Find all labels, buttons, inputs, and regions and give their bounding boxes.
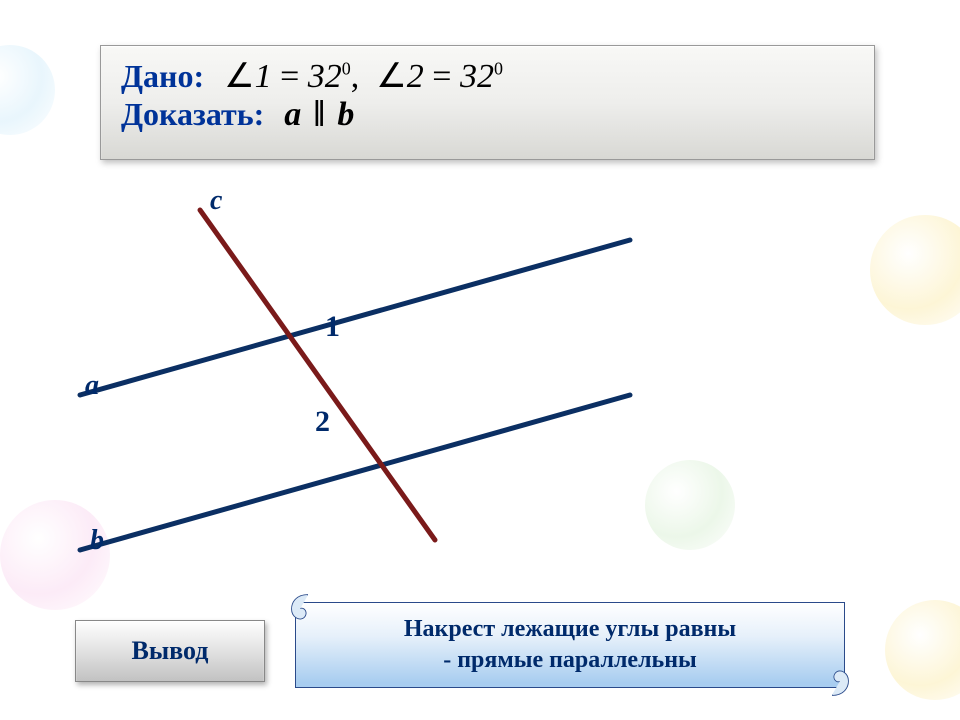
conclusion-line1: Накрест лежащие углы равны: [404, 614, 736, 645]
given-box: Дано: ∠1 = 320, ∠2 = 320 Доказать: a ǁ b: [100, 45, 875, 160]
label-b: b: [90, 525, 104, 557]
prove-row: Доказать: a ǁ b: [121, 96, 854, 134]
conclusion-button-label: Вывод: [132, 636, 209, 666]
label-a: а: [85, 370, 99, 402]
line-b: [80, 395, 630, 550]
label-c: с: [210, 185, 222, 217]
diagram: а b с 1 2: [40, 175, 660, 575]
given-row: Дано: ∠1 = 320, ∠2 = 320: [121, 56, 854, 96]
scroll-curl-icon: [288, 593, 314, 625]
given-label: Дано:: [121, 58, 204, 95]
diagram-svg: [40, 175, 660, 575]
conclusion-line2: - прямые параллельны: [443, 645, 697, 676]
prove-label: Доказать:: [121, 96, 264, 133]
line-a: [80, 240, 630, 395]
line-c: [200, 210, 435, 540]
angle-1-label: 1: [325, 310, 340, 344]
prove-math: a ǁ b: [284, 96, 354, 134]
given-math: ∠1 = 320, ∠2 = 320: [224, 56, 503, 96]
conclusion-scroll: Накрест лежащие углы равны - прямые пара…: [295, 602, 845, 688]
angle-2-label: 2: [315, 405, 330, 439]
conclusion-button[interactable]: Вывод: [75, 620, 265, 682]
scroll-curl-icon: [826, 665, 852, 697]
